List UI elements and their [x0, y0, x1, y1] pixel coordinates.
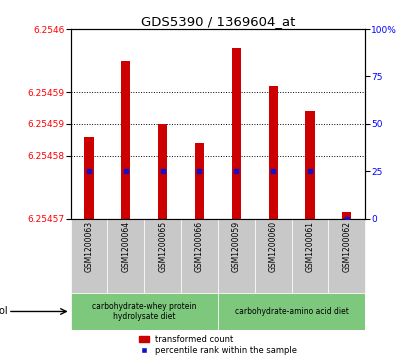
- Bar: [218, 219, 255, 293]
- Bar: [107, 219, 144, 293]
- Text: GSM1200060: GSM1200060: [269, 221, 278, 272]
- Text: GSM1200065: GSM1200065: [158, 221, 167, 272]
- Text: GSM1200063: GSM1200063: [85, 221, 93, 272]
- Bar: [232, 48, 241, 219]
- Text: GSM1200062: GSM1200062: [342, 221, 351, 272]
- Bar: [269, 86, 278, 219]
- Text: protocol: protocol: [0, 306, 8, 317]
- Text: GSM1200061: GSM1200061: [305, 221, 315, 272]
- Bar: [342, 212, 352, 219]
- Bar: [181, 219, 218, 293]
- Bar: [218, 293, 365, 330]
- Bar: [291, 219, 328, 293]
- Bar: [305, 111, 315, 219]
- Bar: [195, 143, 204, 219]
- Bar: [121, 61, 130, 219]
- Bar: [328, 219, 365, 293]
- Bar: [71, 293, 218, 330]
- Legend: transformed count, percentile rank within the sample: transformed count, percentile rank withi…: [139, 335, 297, 355]
- Text: GSM1200059: GSM1200059: [232, 221, 241, 272]
- Title: GDS5390 / 1369604_at: GDS5390 / 1369604_at: [141, 15, 295, 28]
- Text: GSM1200064: GSM1200064: [121, 221, 130, 272]
- Bar: [158, 124, 167, 219]
- Bar: [255, 219, 291, 293]
- Bar: [144, 219, 181, 293]
- Bar: [71, 219, 107, 293]
- Bar: [84, 136, 93, 219]
- Text: carbohydrate-whey protein
hydrolysate diet: carbohydrate-whey protein hydrolysate di…: [92, 302, 196, 321]
- Text: carbohydrate-amino acid diet: carbohydrate-amino acid diet: [234, 307, 349, 316]
- Text: GSM1200066: GSM1200066: [195, 221, 204, 272]
